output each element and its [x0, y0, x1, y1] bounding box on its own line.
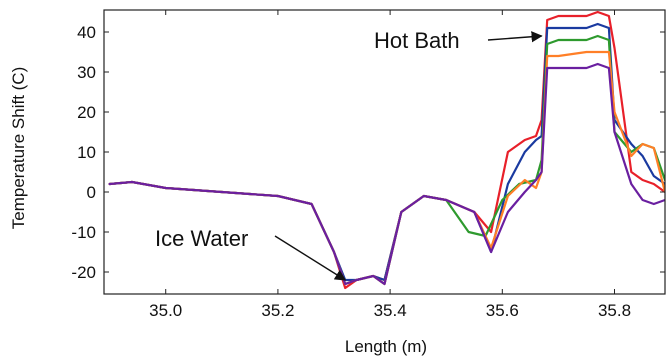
- annotation-label: Hot Bath: [374, 28, 460, 53]
- x-tick-label: 35.4: [374, 301, 407, 320]
- y-tick-label: 10: [77, 143, 96, 162]
- annotation-arrow: [487, 31, 543, 43]
- x-tick-label: 35.6: [486, 301, 519, 320]
- series-layer: [108, 10, 665, 290]
- annotation-arrow: [274, 235, 347, 281]
- annotations: Hot Bath Ice Water: [155, 28, 543, 281]
- y-tick-label: 40: [77, 23, 96, 42]
- y-tick-label: -10: [71, 223, 96, 242]
- y-tick-label: 30: [77, 63, 96, 82]
- y-tick-label: 20: [77, 103, 96, 122]
- x-tick-label: 35.0: [149, 301, 182, 320]
- series-line-5: [108, 62, 665, 286]
- y-tick-label: -20: [71, 263, 96, 282]
- annotation-label: Ice Water: [155, 226, 248, 251]
- y-tick-label: 0: [87, 183, 96, 202]
- x-tick-label: 35.8: [598, 301, 631, 320]
- x-tick-label: 35.2: [261, 301, 294, 320]
- x-axis-label: Length (m): [345, 337, 427, 356]
- y-axis-label: Temperature Shift (C): [9, 67, 28, 230]
- axis-ticks: 35.0 35.2 35.4 35.6 35.8 -20 -10 0 10 20 30 40: [71, 10, 665, 320]
